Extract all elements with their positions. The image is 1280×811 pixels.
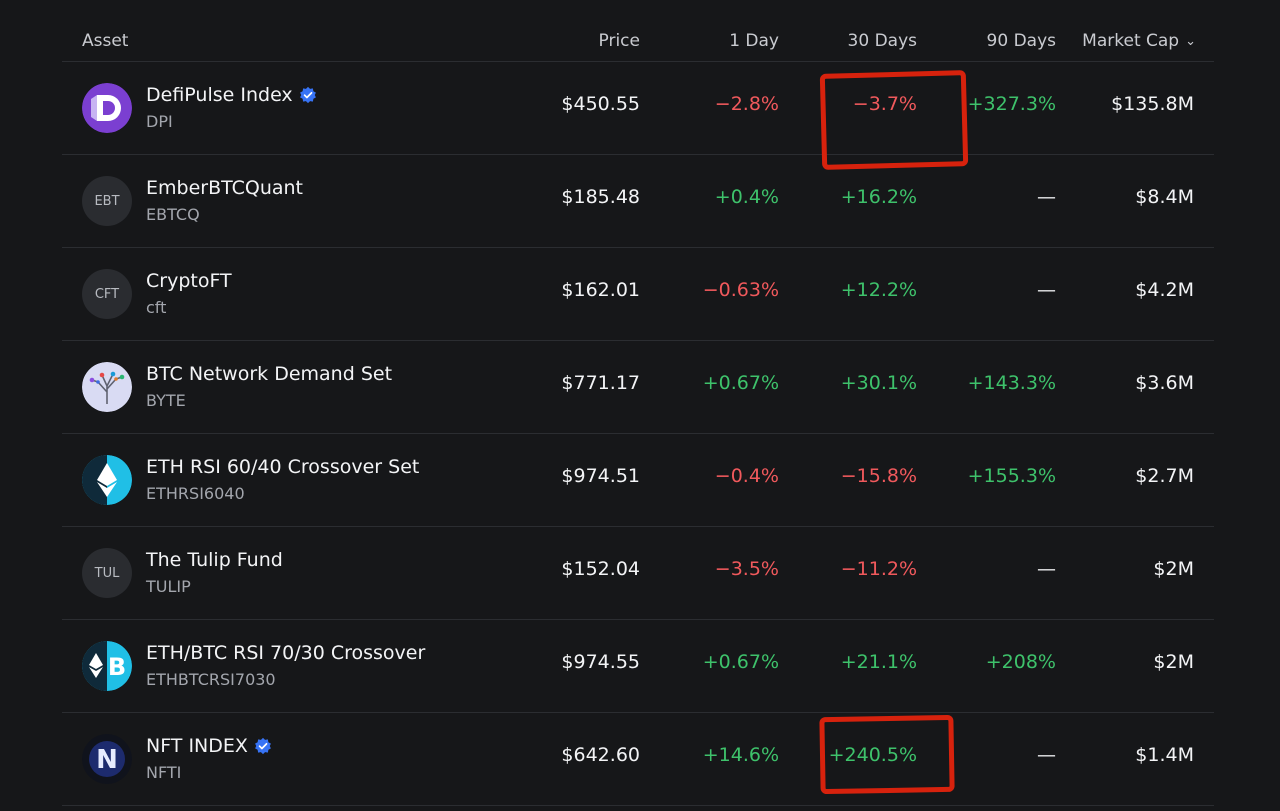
table-row[interactable]: ETH RSI 60/40 Crossover Set ETHRSI6040 $… [62,434,1214,527]
change-30-days: −3.7% [852,93,917,115]
change-1-day: +0.4% [714,186,779,208]
change-1-day: −0.4% [714,465,779,487]
change-90-days: — [1037,279,1056,301]
change-90-days: +155.3% [967,465,1056,487]
nft-index-logo: N [82,734,132,784]
price-value: $162.01 [561,279,640,301]
market-cap-value: $2M [1153,558,1194,580]
asset-table: Asset Price 1 Day 30 Days 90 Days Market… [62,0,1214,806]
asset-symbol: NFTI [146,763,182,782]
asset-name[interactable]: ETH/BTC RSI 70/30 Crossover [146,642,426,664]
asset-symbol: ETHBTCRSI7030 [146,670,276,689]
asset-symbol: ETHRSI6040 [146,484,245,503]
change-90-days: — [1037,558,1056,580]
table-body: DefiPulse Index DPI $450.55 −2.8% −3.7% … [62,62,1214,806]
byte-tree-logo [82,362,132,412]
change-30-days: +16.2% [840,186,917,208]
header-market-cap-label: Market Cap [1082,31,1180,51]
asset-name-wrap: CryptoFT [146,270,232,292]
price-value: $152.04 [561,558,640,580]
asset-logo: TUL [82,548,132,598]
eth-logo [82,455,132,505]
header-market-cap[interactable]: Market Cap ⌄ [1082,31,1196,51]
change-1-day: −0.63% [702,279,779,301]
asset-name[interactable]: ETH RSI 60/40 Crossover Set [146,456,420,478]
change-90-days: — [1037,744,1056,766]
change-30-days: +240.5% [828,744,917,766]
asset-name-wrap: DefiPulse Index [146,84,317,106]
change-30-days: −15.8% [840,465,917,487]
asset-name[interactable]: CryptoFT [146,270,232,292]
header-1-day[interactable]: 1 Day [729,31,779,51]
price-value: $642.60 [561,744,640,766]
market-cap-value: $2M [1153,651,1194,673]
dpi-logo [82,83,132,133]
price-value: $450.55 [561,93,640,115]
verified-badge-icon [299,86,317,104]
asset-name-wrap: The Tulip Fund [146,549,283,571]
header-asset[interactable]: Asset [82,31,129,51]
asset-name-wrap: ETH/BTC RSI 70/30 Crossover [146,642,425,664]
asset-symbol: EBTCQ [146,205,200,224]
asset-symbol: BYTE [146,391,186,410]
asset-name-wrap: NFT INDEX [146,735,272,757]
table-row[interactable]: BTC Network Demand Set BYTE $771.17 +0.6… [62,341,1214,434]
table-row[interactable]: DefiPulse Index DPI $450.55 −2.8% −3.7% … [62,62,1214,155]
asset-logo-text: EBT [94,193,120,209]
change-90-days: — [1037,186,1056,208]
table-row[interactable]: EBT EmberBTCQuant EBTCQ $185.48 +0.4% +1… [62,155,1214,248]
asset-name[interactable]: DefiPulse Index [146,84,293,106]
change-30-days: +30.1% [840,372,917,394]
asset-name[interactable]: EmberBTCQuant [146,177,304,199]
market-cap-value: $1.4M [1135,744,1194,766]
market-cap-value: $2.7M [1135,465,1194,487]
change-30-days: +12.2% [840,279,917,301]
market-cap-value: $4.2M [1135,279,1194,301]
change-90-days: +208% [985,651,1056,673]
change-90-days: +143.3% [967,372,1056,394]
change-90-days: +327.3% [967,93,1056,115]
chevron-down-icon: ⌄ [1185,34,1196,49]
price-value: $771.17 [561,372,640,394]
asset-name-wrap: BTC Network Demand Set [146,363,392,385]
change-1-day: +0.67% [702,651,779,673]
change-1-day: −2.8% [714,93,779,115]
market-cap-value: $135.8M [1111,93,1194,115]
price-value: $974.55 [561,651,640,673]
asset-logo: CFT [82,269,132,319]
change-30-days: +21.1% [840,651,917,673]
asset-symbol: cft [146,298,167,317]
table-row[interactable]: TUL The Tulip Fund TULIP $152.04 −3.5% −… [62,527,1214,620]
header-30-days[interactable]: 30 Days [847,31,917,51]
asset-name-wrap: ETH RSI 60/40 Crossover Set [146,456,419,478]
asset-symbol: DPI [146,112,173,131]
asset-symbol: TULIP [146,577,191,596]
asset-logo-text: TUL [94,565,120,581]
asset-name[interactable]: BTC Network Demand Set [146,363,393,385]
verified-badge-icon [254,737,272,755]
asset-logo: EBT [82,176,132,226]
price-value: $185.48 [561,186,640,208]
change-1-day: +0.67% [702,372,779,394]
market-cap-value: $8.4M [1135,186,1194,208]
asset-name-wrap: EmberBTCQuant [146,177,303,199]
asset-logo-text: CFT [94,286,120,302]
price-value: $974.51 [561,465,640,487]
change-30-days: −11.2% [840,558,917,580]
table-row[interactable]: B ETH/BTC RSI 70/30 Crossover ETHBTCRSI7… [62,620,1214,713]
asset-name[interactable]: NFT INDEX [146,735,248,757]
svg-text:N: N [96,745,118,775]
market-cap-value: $3.6M [1135,372,1194,394]
table-row[interactable]: N NFT INDEX NFTI $642.60 +14.6% +240.5% … [62,713,1214,806]
header-90-days[interactable]: 90 Days [986,31,1056,51]
table-row[interactable]: CFT CryptoFT cft $162.01 −0.63% +12.2% —… [62,248,1214,341]
table-header: Asset Price 1 Day 30 Days 90 Days Market… [62,0,1214,62]
svg-text:B: B [108,653,126,681]
asset-name[interactable]: The Tulip Fund [146,549,283,571]
header-price[interactable]: Price [598,31,640,51]
eth-btc-logo: B [82,641,132,691]
change-1-day: −3.5% [714,558,779,580]
change-1-day: +14.6% [702,744,779,766]
